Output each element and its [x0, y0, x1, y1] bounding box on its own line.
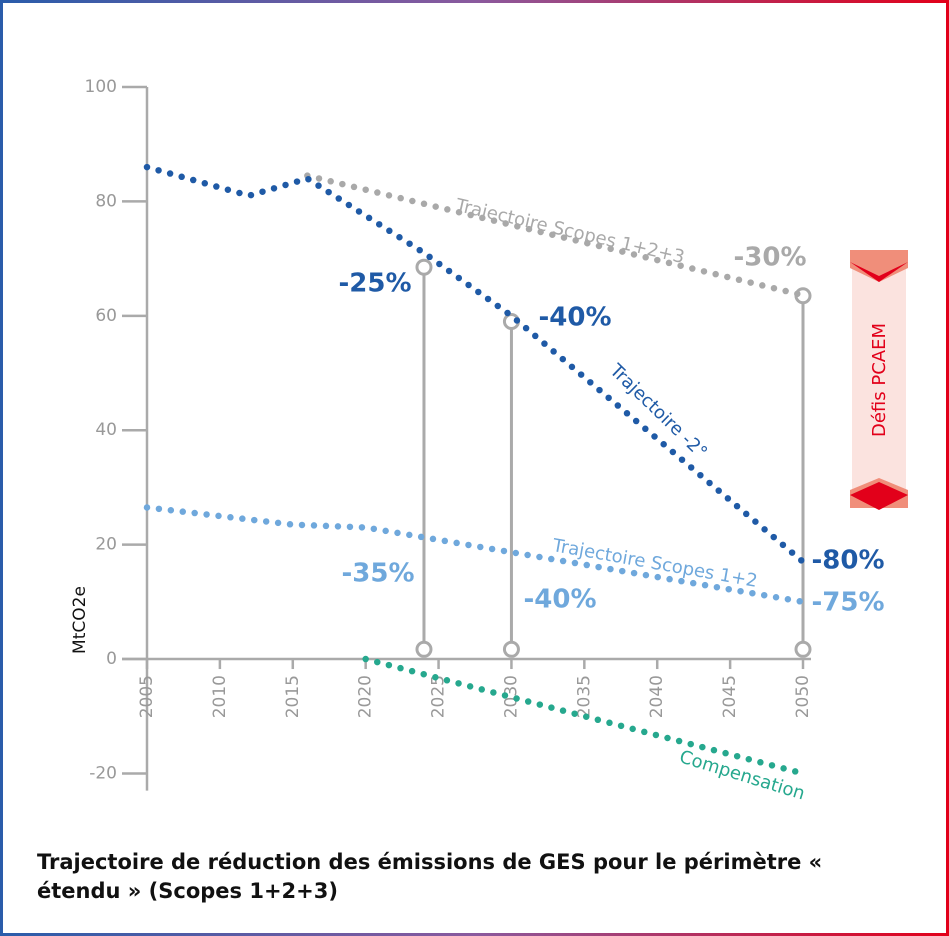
y-tick-label: 60 [95, 306, 117, 326]
series-label: Trajectoire Scopes 1+2+3 [453, 195, 687, 268]
annotation: -25% [338, 269, 411, 299]
series-line [143, 163, 807, 566]
series-line [304, 172, 807, 299]
annotation: -75% [811, 588, 884, 618]
x-tick-label: 2025 [429, 675, 449, 718]
series-label: Trajectoire Scopes 1+2 [550, 535, 759, 592]
y-tick-label: 0 [106, 649, 117, 669]
series-line [143, 504, 807, 606]
series-label: Compensation [677, 746, 807, 804]
side-banner [850, 250, 908, 510]
banner-arrow-bottom-inner [850, 482, 908, 510]
marker-top [415, 258, 433, 276]
y-tick-label: 80 [95, 191, 117, 211]
x-tick-label: 2050 [793, 675, 813, 718]
annotation: -35% [341, 559, 414, 589]
marker-bottom [415, 640, 433, 658]
banner-arrow-top [850, 250, 908, 282]
x-tick-label: 2015 [283, 675, 303, 718]
series-line [362, 655, 807, 777]
y-tick-label: 20 [95, 535, 117, 555]
annotation: -80% [811, 546, 884, 576]
x-tick-label: 2035 [574, 675, 594, 718]
marker-bottom [502, 640, 520, 658]
banner-arrow-top-inner [850, 262, 908, 282]
x-tick-label: 2040 [647, 675, 667, 718]
chart-title: Trajectoire de réduction des émissions d… [37, 850, 823, 903]
annotation: -40% [523, 585, 596, 615]
x-tick-label: 2045 [720, 675, 740, 718]
y-tick-label: 100 [85, 77, 117, 97]
annotation: -30% [733, 243, 806, 273]
x-tick-label: 2030 [501, 675, 521, 718]
series-label: Trajectoire -2° [605, 359, 711, 463]
y-tick-label: 40 [95, 420, 117, 440]
annotation: -40% [538, 303, 611, 333]
x-tick-label: 2010 [210, 675, 230, 718]
side-label: Défis PCAEM [869, 323, 890, 437]
marker-bottom [794, 640, 812, 658]
y-axis-label: MtCO2e [70, 586, 90, 654]
x-tick-label: 2020 [356, 675, 376, 718]
x-tick-label: 2005 [137, 675, 157, 718]
banner-body [852, 258, 906, 498]
y-tick-label: -20 [89, 763, 117, 783]
